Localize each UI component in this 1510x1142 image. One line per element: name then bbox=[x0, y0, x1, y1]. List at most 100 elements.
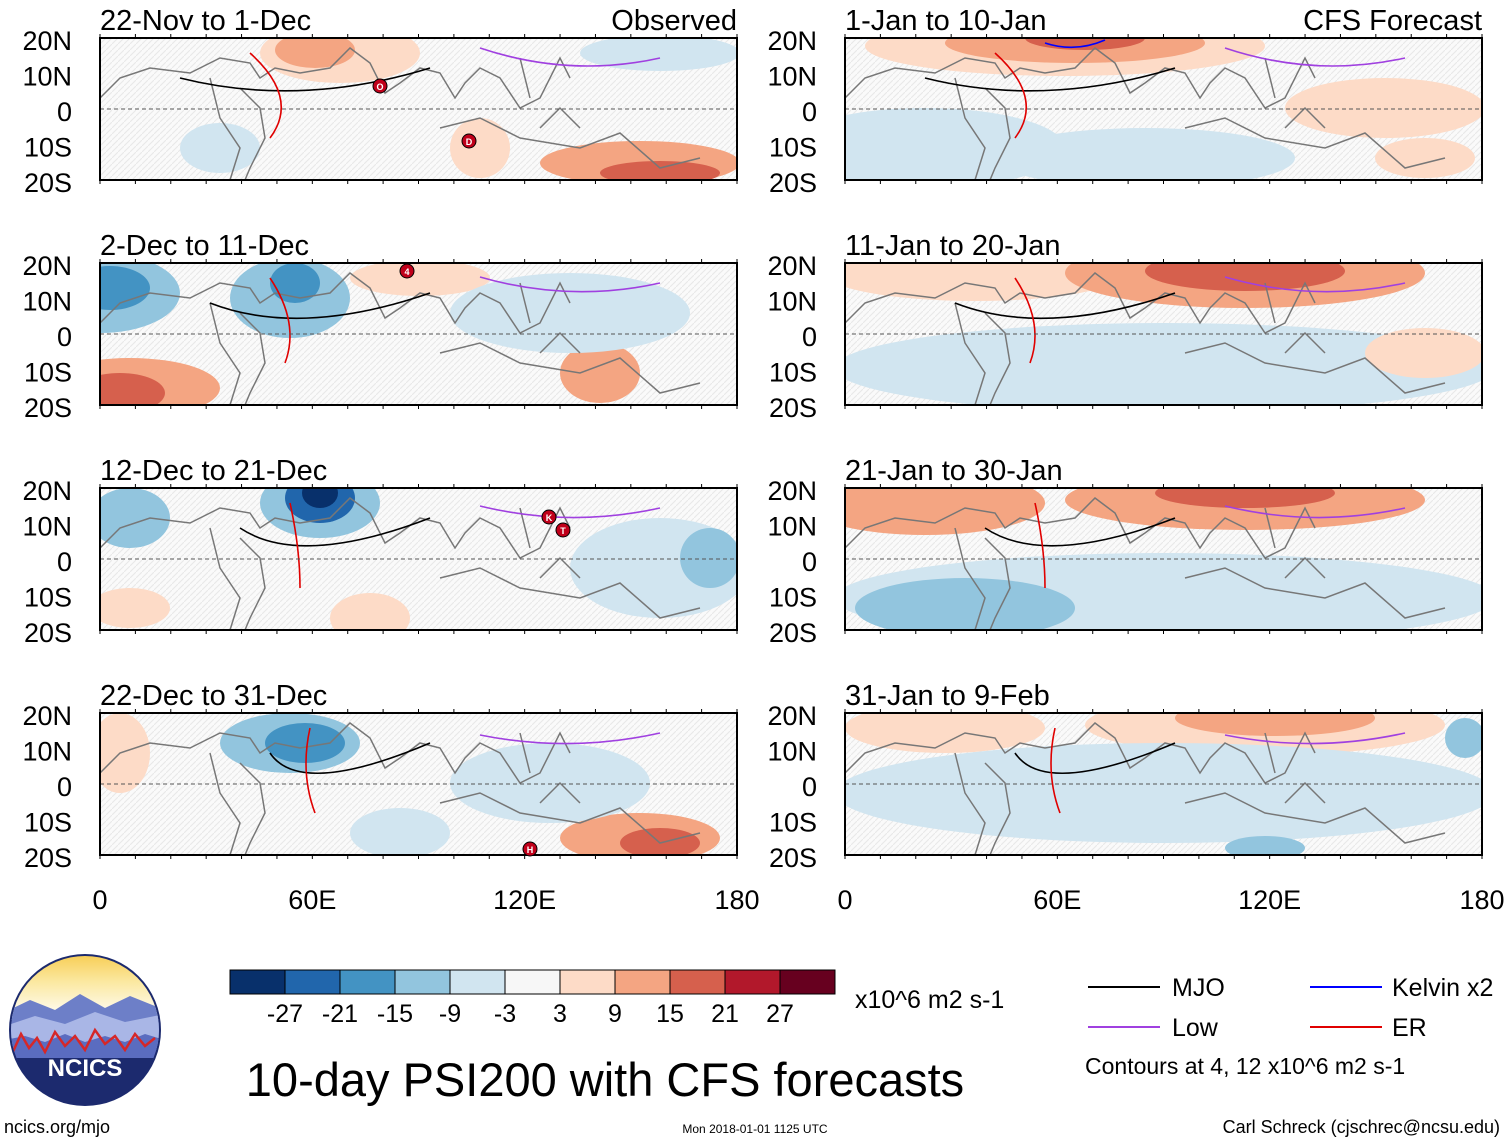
footer-author: Carl Schreck (cjschrec@ncsu.edu) bbox=[1223, 1117, 1500, 1137]
map-panel: 20N 10N 0 10S 20S 11-Jan to 20-Jan bbox=[767, 230, 1483, 423]
ncics-logo: NCICS bbox=[9, 954, 161, 1106]
colorbar-tick-label: 9 bbox=[608, 1000, 622, 1028]
anomaly-shading bbox=[330, 593, 410, 630]
anomaly-shading bbox=[100, 488, 170, 548]
anomaly-shading bbox=[350, 263, 490, 296]
lat-label: 20S bbox=[24, 393, 72, 423]
lat-label: 0 bbox=[802, 547, 817, 577]
anomaly-shading bbox=[265, 723, 345, 763]
anomaly-shading bbox=[275, 38, 355, 68]
anomaly-shading bbox=[1285, 78, 1483, 138]
lat-label: 10N bbox=[22, 62, 72, 92]
colorbar-swatch bbox=[669, 969, 726, 995]
lat-label: 10S bbox=[769, 133, 817, 163]
panel-period-label: 31-Jan to 9-Feb bbox=[845, 680, 1050, 712]
lat-label: 10N bbox=[22, 512, 72, 542]
coastline bbox=[845, 722, 1446, 855]
lat-label: 20S bbox=[769, 843, 817, 873]
anomaly-shading bbox=[845, 743, 1483, 843]
colorbar-swatch bbox=[724, 969, 781, 995]
coastline bbox=[100, 47, 701, 180]
low-contour bbox=[1224, 505, 1406, 519]
anomaly-shading bbox=[1175, 713, 1375, 736]
tropical-cyclone-marker: T bbox=[555, 522, 571, 538]
lat-label: 0 bbox=[57, 97, 72, 127]
colorbar-swatch bbox=[394, 969, 451, 995]
lat-label: 10N bbox=[767, 62, 817, 92]
tropical-cyclone-marker: D bbox=[461, 133, 477, 149]
colorbar-swatch bbox=[229, 969, 286, 995]
lat-label: 20N bbox=[767, 476, 817, 506]
lat-label: 0 bbox=[57, 322, 72, 352]
anomaly-shading bbox=[350, 808, 450, 855]
anomaly-shading bbox=[100, 373, 165, 405]
legend-er-label: ER bbox=[1392, 1014, 1427, 1042]
anomaly-shading bbox=[600, 161, 720, 180]
lat-label: 0 bbox=[802, 97, 817, 127]
tropical-cyclone-marker: H bbox=[522, 841, 538, 857]
anomaly-shading bbox=[680, 528, 738, 588]
svg-text:4: 4 bbox=[404, 267, 409, 277]
lat-label: 20S bbox=[769, 618, 817, 648]
lat-label: 10S bbox=[24, 133, 72, 163]
colorbar-tick-label: -21 bbox=[322, 1000, 358, 1028]
svg-text:D: D bbox=[466, 137, 473, 147]
lon-label: 0 bbox=[92, 885, 107, 915]
lon-label: 60E bbox=[288, 885, 336, 915]
lat-label: 20N bbox=[767, 701, 817, 731]
anomaly-shading bbox=[100, 266, 150, 310]
er-contour bbox=[289, 502, 301, 589]
tropical-cyclone-marker: 4 bbox=[399, 263, 415, 279]
legend: MJO Kelvin x2 Low ER Contours at 4, 12 x… bbox=[1085, 974, 1493, 1079]
low-contour bbox=[479, 276, 661, 293]
map-panel: 20N 10N 0 10S 20S 12-Dec to 21-Dec bbox=[22, 455, 738, 648]
colorbar-tick-label: 3 bbox=[553, 1000, 567, 1028]
er-contour bbox=[269, 277, 291, 364]
anomaly-shading bbox=[270, 263, 320, 303]
tropical-cyclone-marker: K bbox=[541, 509, 557, 525]
panel-period-label: 1-Jan to 10-Jan bbox=[845, 5, 1047, 37]
panel-period-label: 22-Dec to 31-Dec bbox=[100, 680, 327, 712]
map-panel: 20N 10N 0 10S 20S 2-Dec to 11-Dec bbox=[22, 230, 738, 423]
anomaly-shading bbox=[945, 38, 1205, 63]
lat-label: 20N bbox=[22, 476, 72, 506]
mjo-contour bbox=[984, 517, 1176, 547]
lat-label: 20S bbox=[24, 618, 72, 648]
map-panel: 20N 10N 0 10S 20S 31-Jan to 9-Feb 0 60E 120E 180 bbox=[767, 680, 1504, 915]
lat-label: 10S bbox=[769, 808, 817, 838]
lat-label: 10S bbox=[24, 808, 72, 838]
map-panel: 20N 10N 0 10S 20S 22-Dec to 31-Dec 0 60E 120E 180 bbox=[22, 680, 759, 915]
anomaly-shading bbox=[180, 123, 260, 173]
anomaly-shading bbox=[1365, 328, 1483, 378]
svg-text:K: K bbox=[546, 513, 553, 523]
lat-label: 0 bbox=[802, 772, 817, 802]
mjo-contour bbox=[179, 67, 431, 92]
lat-label: 10N bbox=[22, 287, 72, 317]
lon-label: 180 bbox=[1459, 885, 1504, 915]
anomaly-shading bbox=[450, 273, 690, 353]
colorbar-tick-label: 27 bbox=[766, 1000, 794, 1028]
anomaly-shading bbox=[100, 713, 150, 793]
panel-period-label: 22-Nov to 1-Dec bbox=[100, 5, 311, 37]
low-contour bbox=[479, 732, 661, 745]
colorbar-units: x10^6 m2 s-1 bbox=[855, 986, 1004, 1014]
anomaly-shading bbox=[845, 488, 1045, 535]
colorbar-tick-label: -27 bbox=[267, 1000, 303, 1028]
anomaly-shading bbox=[302, 488, 338, 508]
anomaly-shading bbox=[100, 588, 170, 628]
lat-label: 10N bbox=[767, 737, 817, 767]
er-contour bbox=[1034, 502, 1046, 589]
svg-text:O: O bbox=[376, 82, 383, 92]
colorbar-swatch bbox=[779, 969, 836, 995]
page-title: 10-day PSI200 with CFS forecasts bbox=[246, 1053, 964, 1106]
kelvin-contour bbox=[1044, 39, 1106, 49]
mjo-contour bbox=[954, 292, 1176, 320]
lat-label: 0 bbox=[57, 547, 72, 577]
colorbar-tick-label: 21 bbox=[711, 1000, 739, 1028]
anomaly-shading bbox=[1225, 836, 1305, 855]
logo-text: NCICS bbox=[48, 1055, 123, 1082]
low-contour bbox=[1224, 276, 1406, 293]
anomaly-shading bbox=[1025, 38, 1145, 50]
lat-label: 10S bbox=[769, 583, 817, 613]
